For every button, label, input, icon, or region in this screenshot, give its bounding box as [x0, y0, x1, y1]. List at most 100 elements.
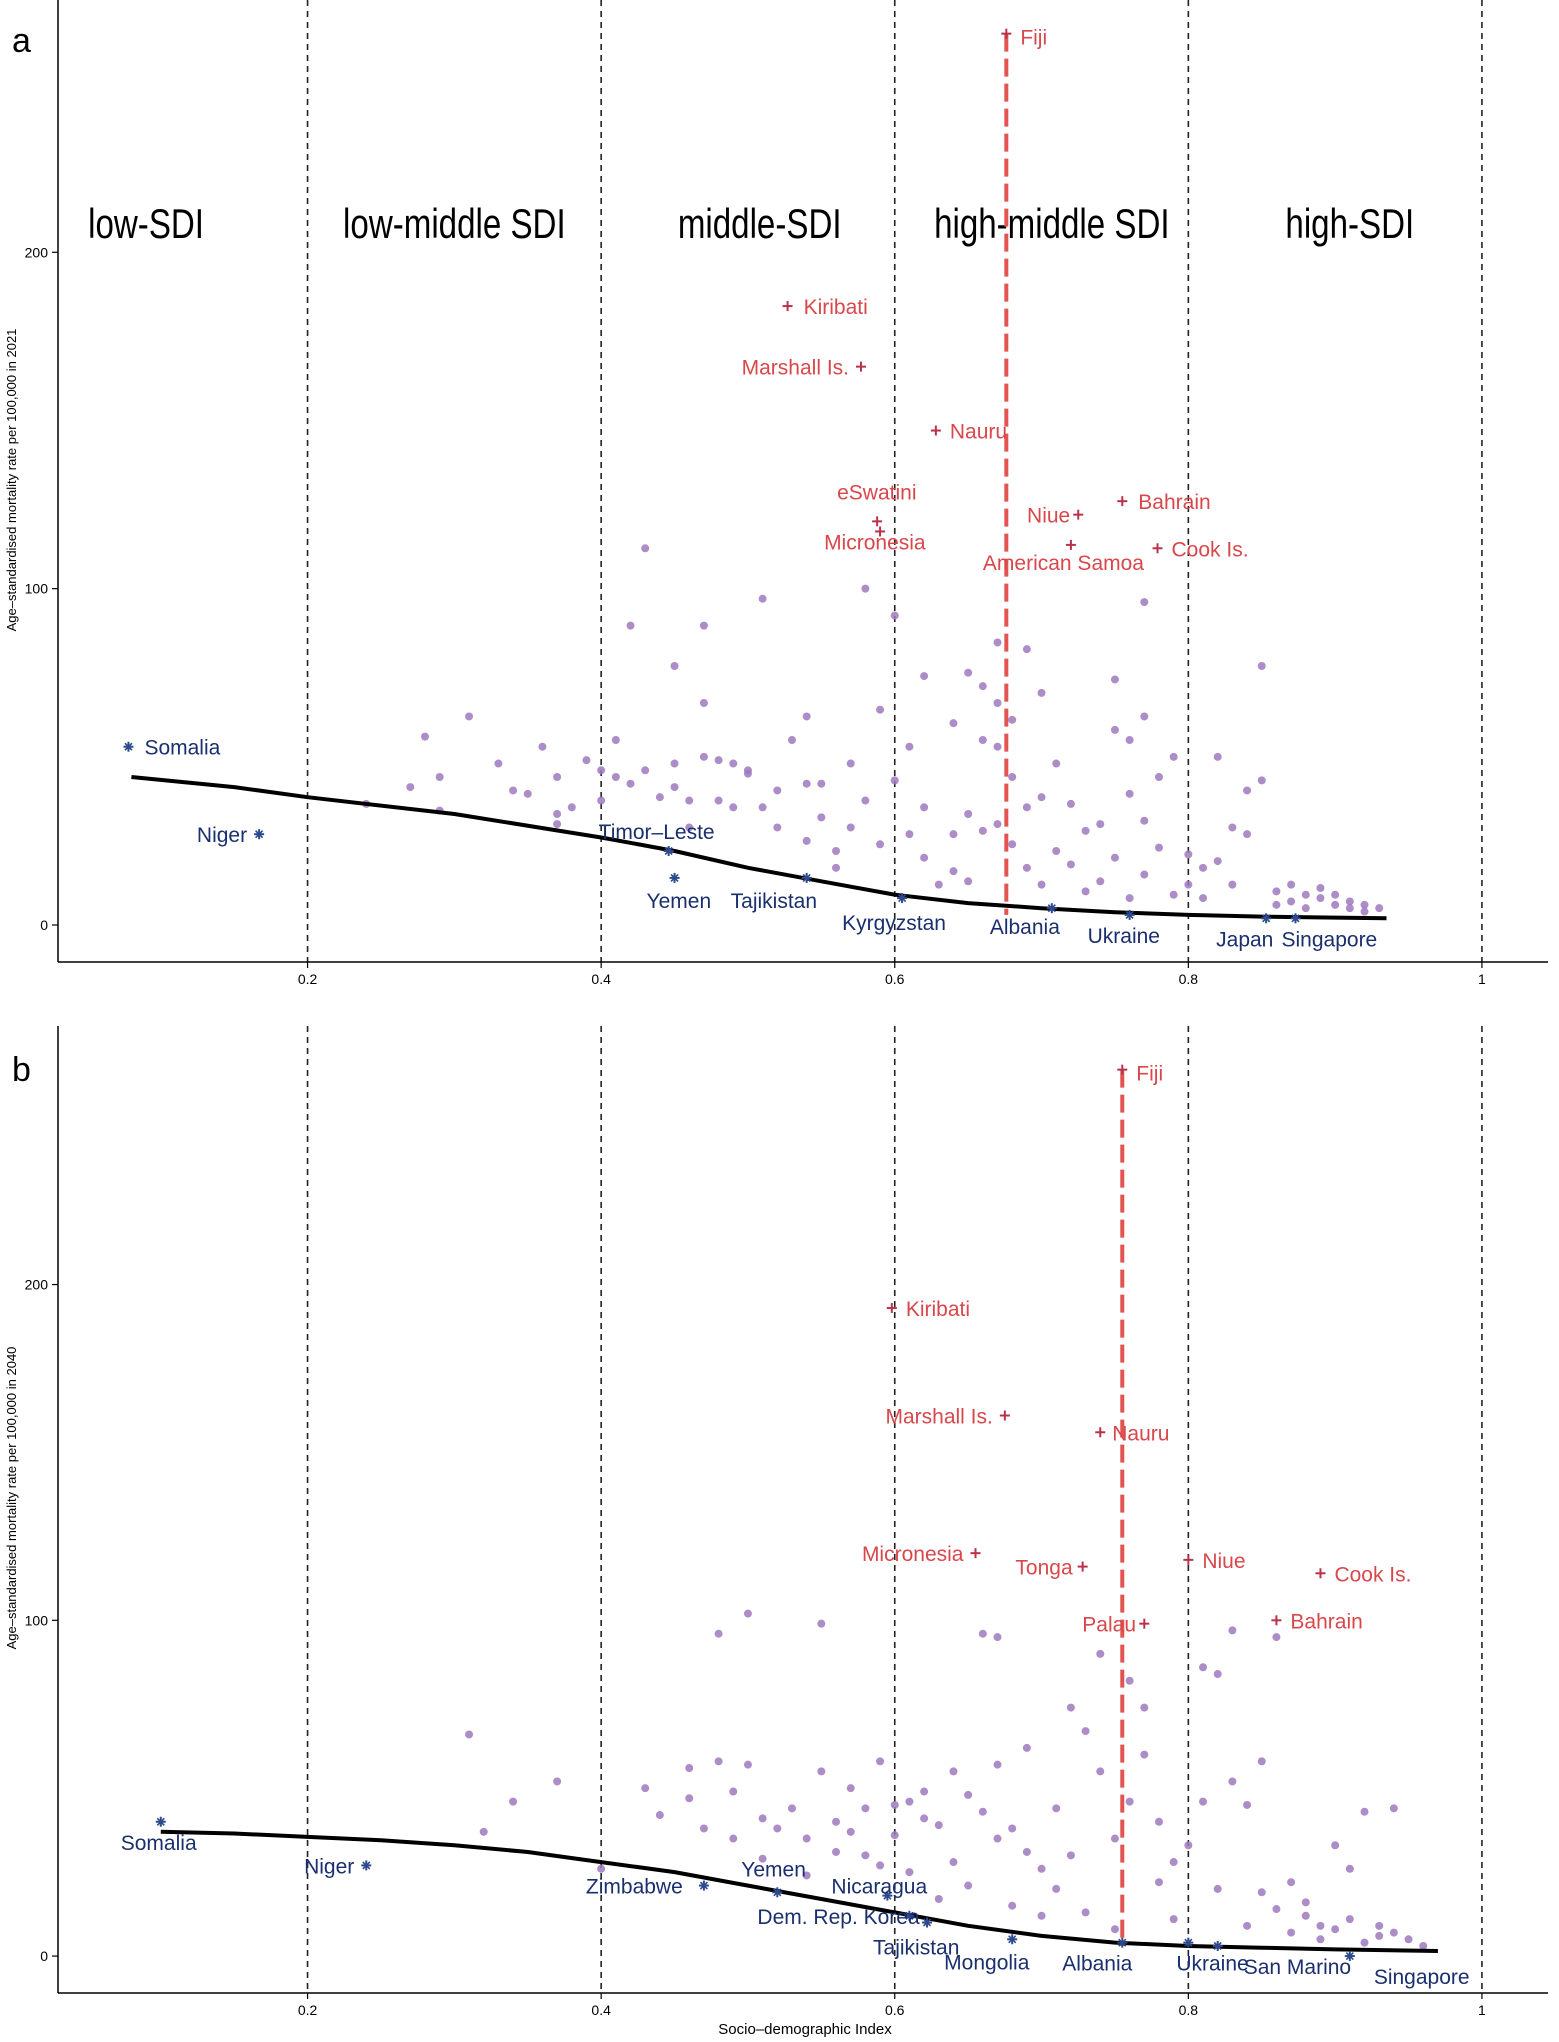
- country-point-b-87: [1287, 1928, 1296, 1937]
- country-point-b-19: [787, 1804, 796, 1813]
- country-point-b-42: [964, 1790, 973, 1799]
- low-marker-b-5: [904, 1910, 915, 1921]
- country-point-b-12: [729, 1787, 738, 1796]
- country-point-a-109: [1184, 880, 1193, 889]
- country-point-a-104: [1154, 773, 1163, 781]
- country-point-b-98: [1375, 1921, 1384, 1930]
- country-point-a-80: [1022, 645, 1031, 654]
- country-point-a-129: [1331, 890, 1340, 899]
- high-marker-a-0: [1001, 28, 1012, 39]
- low-label-a-7: Ukraine: [1088, 925, 1160, 948]
- low-label-b-0: Somalia: [121, 1832, 197, 1855]
- country-point-b-85: [1272, 1633, 1281, 1642]
- country-point-a-111: [1199, 894, 1208, 903]
- country-point-a-33: [714, 796, 723, 805]
- country-point-a-113: [1213, 857, 1222, 866]
- country-point-b-62: [1096, 1767, 1105, 1776]
- country-point-b-18: [773, 1824, 782, 1833]
- country-point-a-100: [1140, 598, 1149, 607]
- y-tick-label-a-2: 200: [25, 244, 49, 260]
- country-point-b-10: [714, 1629, 723, 1638]
- country-point-b-63: [1110, 1834, 1119, 1843]
- fit-line-a: [131, 775, 1387, 921]
- low-marker-a-2: [663, 846, 674, 856]
- country-point-b-41: [949, 1858, 958, 1867]
- country-point-b-26: [846, 1784, 855, 1793]
- country-point-a-130: [1345, 904, 1354, 913]
- low-marker-a-3: [669, 872, 680, 883]
- low-label-b-5: Dem. Rep. Korea: [757, 1906, 920, 1929]
- high-label-a-4: eSwatini: [837, 481, 916, 504]
- country-point-a-118: [1257, 662, 1266, 670]
- country-point-a-99: [1125, 894, 1134, 903]
- low-label-b-11: Singapore: [1374, 1966, 1470, 1989]
- country-point-a-78: [1008, 773, 1017, 781]
- country-point-b-100: [1389, 1804, 1398, 1813]
- country-point-b-81: [1243, 1921, 1252, 1930]
- high-marker-b-3: [1095, 1427, 1106, 1438]
- y-axis-label-b: Age–standardised mortality rate per 100,…: [4, 1347, 19, 1650]
- country-point-b-16: [758, 1814, 767, 1823]
- country-point-b-56: [1052, 1884, 1061, 1893]
- country-point-b-46: [993, 1633, 1002, 1642]
- low-label-b-6: Tajikistan: [873, 1936, 959, 1959]
- region-label-a-1: low-middle SDI: [343, 200, 566, 246]
- country-point-b-61: [1096, 1649, 1105, 1658]
- country-point-b-92: [1331, 1841, 1340, 1850]
- high-marker-a-9: [1152, 543, 1163, 554]
- country-point-a-1: [406, 783, 415, 792]
- country-point-b-25: [832, 1847, 841, 1856]
- country-point-a-48: [832, 847, 841, 855]
- country-point-b-82: [1257, 1757, 1266, 1766]
- low-label-b-7: Mongolia: [944, 1951, 1030, 1974]
- high-label-a-6: Niue: [1027, 505, 1070, 528]
- country-point-a-68: [964, 810, 973, 818]
- low-marker-a-5: [897, 893, 908, 904]
- country-point-b-31: [876, 1861, 885, 1870]
- country-point-a-123: [1287, 897, 1296, 906]
- panel-letter-b: b: [12, 1051, 31, 1089]
- country-point-a-119: [1257, 776, 1266, 785]
- country-point-b-35: [905, 1868, 914, 1877]
- country-point-b-24: [832, 1817, 841, 1826]
- high-marker-a-4: [872, 516, 883, 527]
- country-point-a-19: [626, 621, 635, 630]
- high-marker-a-7: [1117, 496, 1128, 507]
- country-point-a-117: [1243, 830, 1252, 839]
- country-point-a-85: [1037, 880, 1046, 889]
- country-point-a-44: [802, 779, 811, 788]
- plot-area-a: 0 100 200 0.2 0.4 0.6 0.8 1 low-SDI low-middle SD…: [25, 0, 1548, 987]
- low-marker-b-8: [1117, 1937, 1128, 1948]
- low-marker-a-8: [1261, 913, 1272, 924]
- low-marker-b-9: [1183, 1937, 1194, 1948]
- country-point-b-39: [934, 1894, 943, 1903]
- region-label-a-4: high-SDI: [1285, 200, 1414, 246]
- country-point-b-99: [1375, 1931, 1384, 1940]
- low-marker-b-7: [1007, 1934, 1018, 1945]
- country-point-a-121: [1272, 900, 1281, 909]
- country-point-a-124: [1301, 890, 1310, 899]
- country-point-b-48: [993, 1834, 1002, 1843]
- country-point-a-63: [934, 880, 943, 889]
- country-point-a-128: [1331, 900, 1340, 909]
- country-point-b-58: [1066, 1851, 1075, 1860]
- high-label-b-3: Nauru: [1112, 1422, 1169, 1445]
- country-point-a-45: [802, 836, 811, 845]
- high-marker-a-6: [1073, 509, 1084, 520]
- country-point-b-88: [1301, 1911, 1310, 1920]
- country-point-a-11: [553, 810, 562, 818]
- high-label-b-1: Kiribati: [906, 1298, 970, 1321]
- country-point-a-82: [1022, 863, 1031, 872]
- country-point-a-43: [802, 712, 811, 721]
- country-point-a-23: [655, 793, 664, 802]
- country-point-a-29: [699, 621, 708, 630]
- country-point-b-76: [1213, 1670, 1222, 1679]
- country-point-b-11: [714, 1757, 723, 1766]
- country-point-a-46: [817, 779, 826, 788]
- country-point-b-51: [1022, 1743, 1031, 1752]
- country-point-b-14: [743, 1609, 752, 1618]
- high-label-b-0: Fiji: [1136, 1063, 1163, 1086]
- low-label-a-3: Yemen: [647, 890, 712, 913]
